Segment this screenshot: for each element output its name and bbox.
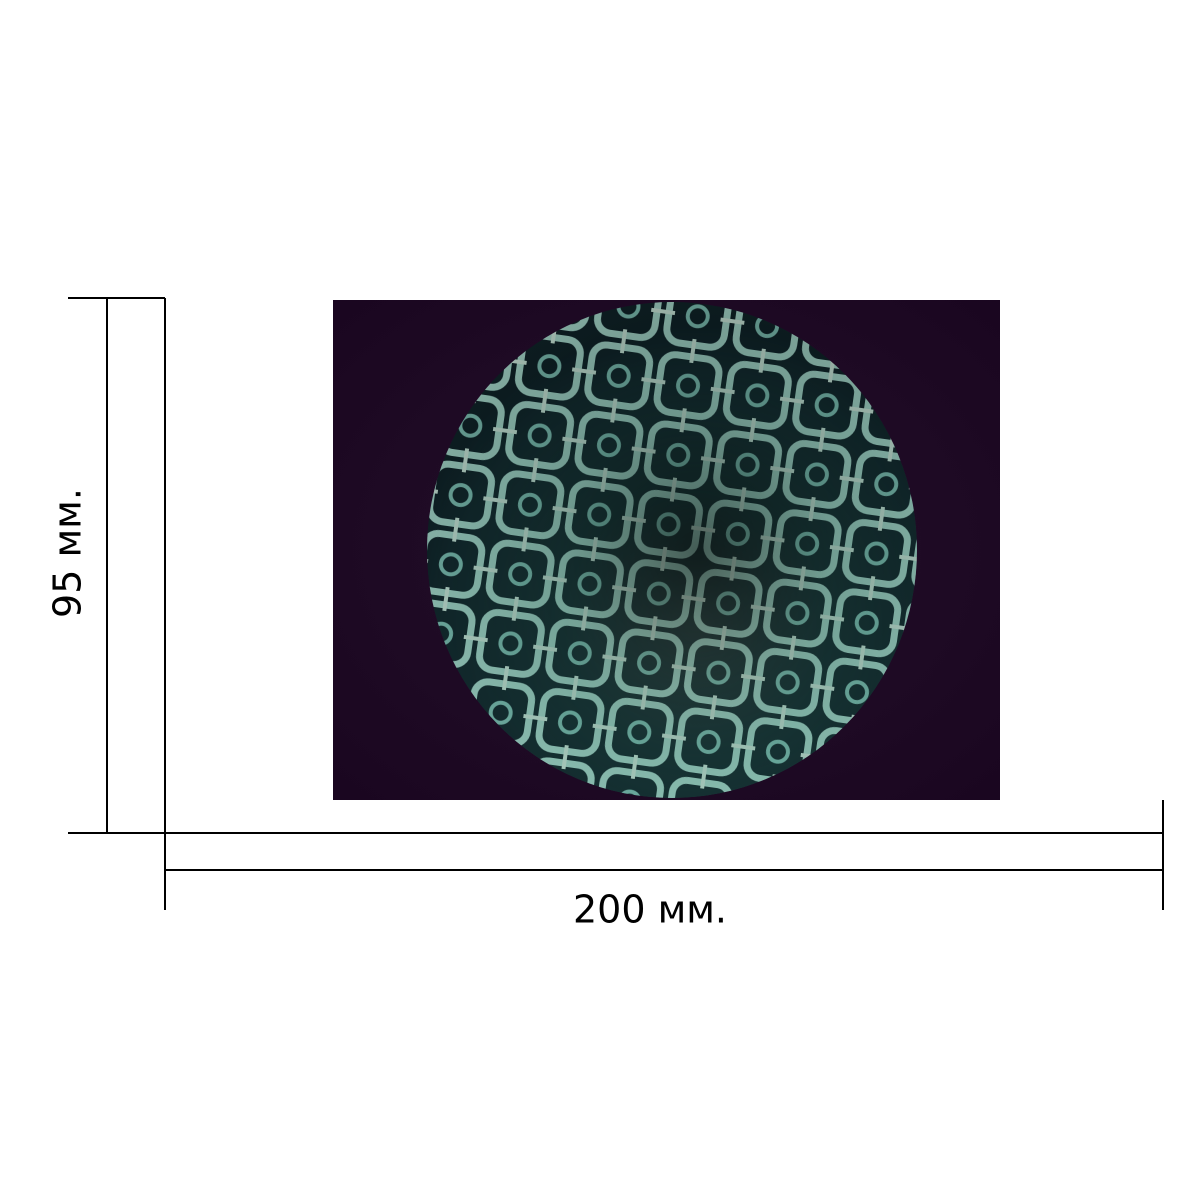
height-label: 95 мм. xyxy=(46,488,90,618)
height-dimension: 95 мм. xyxy=(46,297,166,834)
width-dimension: 200 мм. xyxy=(164,800,1164,932)
width-label: 200 мм. xyxy=(573,888,727,932)
fractal-sphere xyxy=(427,302,917,798)
